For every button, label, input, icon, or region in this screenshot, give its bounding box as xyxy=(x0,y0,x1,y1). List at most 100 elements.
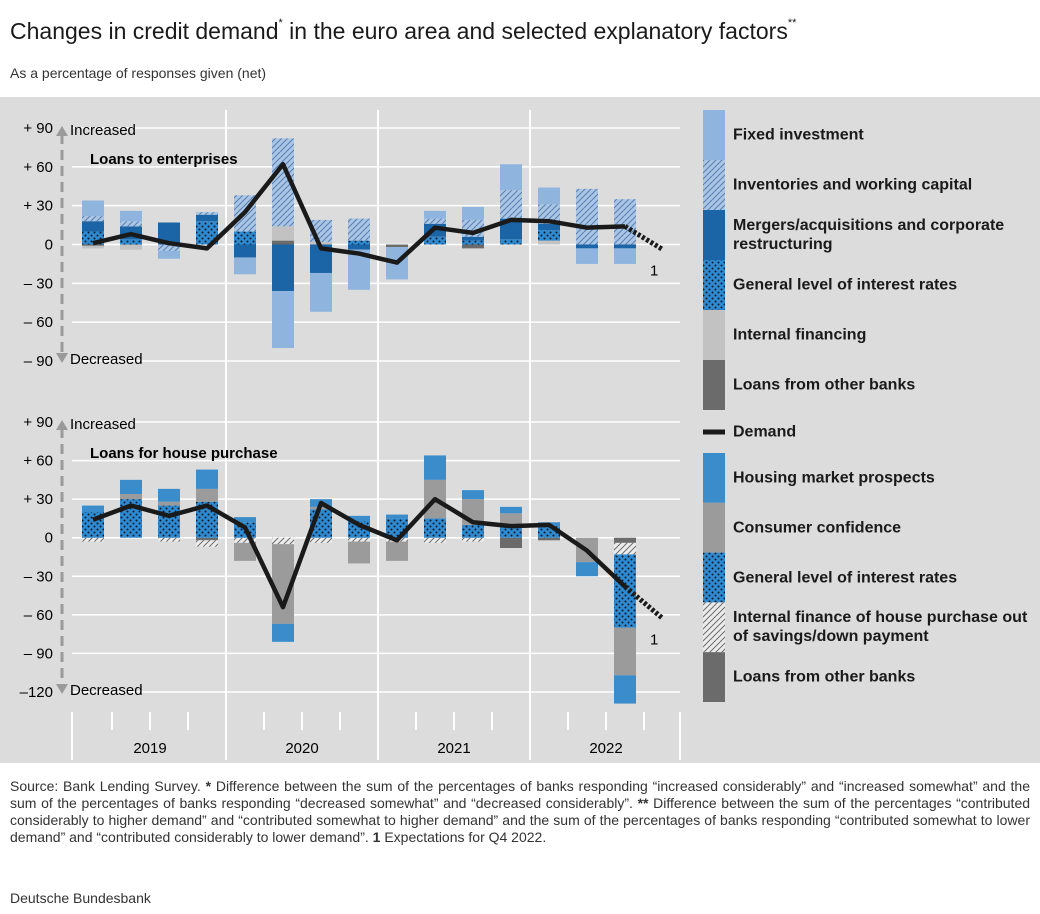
bar-segment xyxy=(234,231,256,245)
legend-label: Demand xyxy=(733,423,797,441)
legend-swatch xyxy=(703,502,725,553)
bar-segment xyxy=(576,562,598,577)
bar-segment xyxy=(614,675,636,704)
y-tick-label: + 30 xyxy=(23,198,53,215)
bar-segment xyxy=(500,190,522,219)
footnote-marker: * xyxy=(205,778,212,794)
bar-segment xyxy=(424,236,446,245)
chart: + 90 + 60 + 30 0 – 30 – 60 – 90 Increased Decrea… xyxy=(0,97,1040,763)
bar-segment xyxy=(196,469,218,489)
bar-segment xyxy=(82,505,104,512)
legend-swatch xyxy=(703,160,725,210)
y-tick-label: – 30 xyxy=(24,275,53,292)
y-tick-label: – 90 xyxy=(24,645,53,662)
bar-segment xyxy=(196,214,218,222)
y-tick-label: – 30 xyxy=(24,568,53,585)
bar-segment xyxy=(310,272,332,312)
bar-segment xyxy=(158,505,180,538)
demand-expectation xyxy=(623,584,665,621)
legend-label: Mergers/acquisitions and corporate restr… xyxy=(733,217,1005,253)
footnote-source: Source: Bank Lending Survey. xyxy=(10,778,201,794)
bar-segment xyxy=(120,244,142,250)
y-tick-label: + 30 xyxy=(23,491,53,508)
panel-title: Loans for house purchase xyxy=(90,445,278,462)
arrow-head xyxy=(56,420,68,430)
bar-segment xyxy=(234,542,256,561)
bar-segment xyxy=(538,230,560,241)
legend-swatch xyxy=(703,652,725,702)
bar-segment xyxy=(272,138,294,227)
bar-segment xyxy=(158,250,180,259)
bar-segment xyxy=(120,479,142,494)
demand-line xyxy=(92,161,626,265)
bar-segment xyxy=(348,515,370,521)
bar-segment xyxy=(386,541,408,561)
bar-segment xyxy=(82,537,104,542)
legend-swatch xyxy=(703,110,725,160)
title-text: in the euro area and selected explanator… xyxy=(289,18,788,44)
bar-segment xyxy=(462,236,484,241)
y-tick-label: – 90 xyxy=(24,353,53,370)
bar-segment xyxy=(158,501,180,506)
bar-segment xyxy=(614,537,636,543)
bar-segment xyxy=(500,506,522,514)
bar-segment xyxy=(272,226,294,241)
bar-segment xyxy=(576,244,598,249)
bar-segment xyxy=(272,244,294,292)
title-note: ** xyxy=(787,17,797,29)
bar-segment xyxy=(272,544,294,624)
bar-segment xyxy=(310,537,332,543)
bar-segment xyxy=(120,494,142,500)
chart-subtitle: As a percentage of responses given (net) xyxy=(10,65,267,81)
bar-segment xyxy=(158,488,180,502)
demand-line xyxy=(92,496,627,610)
bar-segment xyxy=(120,239,142,245)
bar-segment xyxy=(348,541,370,564)
bar-segment xyxy=(348,249,370,290)
y-tick-label: –120 xyxy=(20,684,53,701)
legend-swatch xyxy=(703,360,725,410)
bar-segment xyxy=(462,490,484,500)
bar-segment xyxy=(462,240,484,245)
arrow-head xyxy=(56,353,68,363)
bar-segment xyxy=(462,524,484,538)
bar-segment xyxy=(120,210,142,222)
legend-label: Fixed investment xyxy=(733,126,864,144)
bar-segment xyxy=(82,216,104,222)
bar-segment xyxy=(272,537,294,545)
legend-label: Internal finance of house purchase out o… xyxy=(733,609,1028,646)
bar-segment xyxy=(500,164,522,191)
footnote-marker: ** xyxy=(637,795,649,811)
legend-swatch xyxy=(703,210,725,260)
bar-segment xyxy=(538,537,560,541)
axis-annotation: Increased xyxy=(70,122,136,139)
footnote-text: Difference between the sum of the percen… xyxy=(10,795,1031,845)
bar-segment xyxy=(196,221,218,245)
bar-segment xyxy=(348,537,370,542)
bar-segment xyxy=(500,537,522,548)
bar-segment xyxy=(614,554,636,628)
y-tick-label: + 90 xyxy=(23,120,53,137)
footnote: Source: Bank Lending Survey. * Differenc… xyxy=(10,778,1030,846)
y-tick-label: – 60 xyxy=(24,314,53,331)
x-group-label: 2019 xyxy=(133,740,166,757)
bar-segment xyxy=(82,221,104,232)
bar-segment xyxy=(82,200,104,217)
bar-segment xyxy=(614,199,636,245)
bar-segment xyxy=(272,623,294,642)
bar-segment xyxy=(538,240,560,245)
bar-segment xyxy=(424,210,446,219)
bar-segment xyxy=(538,187,560,205)
chart-title: Changes in credit demand* in the euro ar… xyxy=(10,17,797,45)
title-note: * xyxy=(278,17,283,29)
arrow-head xyxy=(56,684,68,694)
y-tick-label: + 90 xyxy=(23,414,53,431)
bar-segment xyxy=(462,537,484,542)
legend-swatch xyxy=(703,453,725,503)
bar-segment xyxy=(386,514,408,519)
bar-segment xyxy=(576,248,598,264)
axis-annotation: Increased xyxy=(70,416,136,433)
legend-label: Loans from other banks xyxy=(733,376,916,394)
